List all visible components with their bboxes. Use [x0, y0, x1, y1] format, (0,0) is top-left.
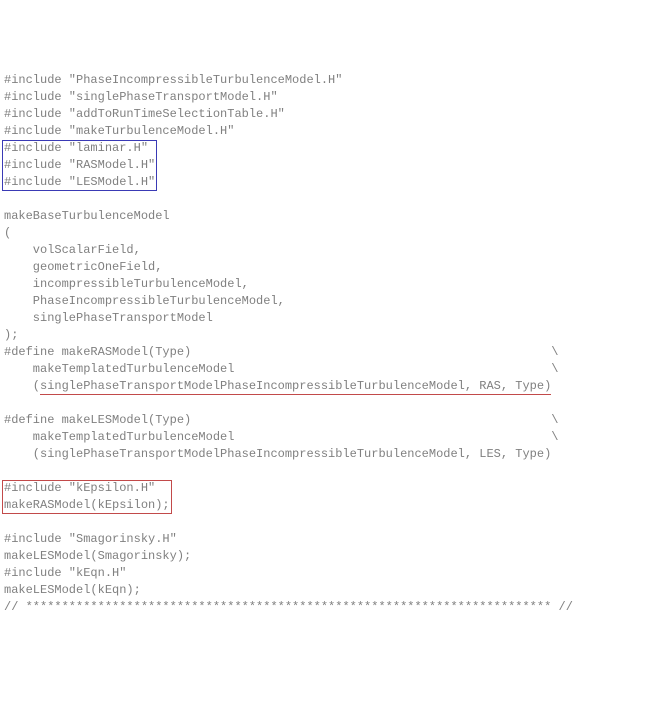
- code-line: #include "kEpsilon.H": [4, 480, 641, 497]
- code-line: #include "addToRunTimeSelectionTable.H": [4, 106, 641, 123]
- code-line: [4, 191, 641, 208]
- code-line: [4, 463, 641, 480]
- code-line: #include "kEqn.H": [4, 565, 641, 582]
- code-block: #include "PhaseIncompressibleTurbulenceM…: [4, 72, 641, 616]
- code-line: volScalarField,: [4, 242, 641, 259]
- code-line: makeLESModel(Smagorinsky);: [4, 548, 641, 565]
- code-line: singlePhaseTransportModel: [4, 310, 641, 327]
- code-line: (singlePhaseTransportModelPhaseIncompres…: [4, 378, 641, 395]
- code-line: makeLESModel(kEqn);: [4, 582, 641, 599]
- code-line: #include "RASModel.H": [4, 157, 641, 174]
- code-line: #include "PhaseIncompressibleTurbulenceM…: [4, 72, 641, 89]
- code-line: #include "Smagorinsky.H": [4, 531, 641, 548]
- code-line: makeTemplatedTurbulenceModel \: [4, 429, 641, 446]
- code-line: makeTemplatedTurbulenceModel \: [4, 361, 641, 378]
- code-line: #include "singlePhaseTransportModel.H": [4, 89, 641, 106]
- code-line: (: [4, 225, 641, 242]
- code-line: [4, 514, 641, 531]
- code-line: makeBaseTurbulenceModel: [4, 208, 641, 225]
- code-line: #include "laminar.H": [4, 140, 641, 157]
- code-line: [4, 395, 641, 412]
- code-line: #define makeRASModel(Type) \: [4, 344, 641, 361]
- code-line: // *************************************…: [4, 599, 641, 616]
- code-line: (singlePhaseTransportModelPhaseIncompres…: [4, 446, 641, 463]
- code-line: #include "makeTurbulenceModel.H": [4, 123, 641, 140]
- code-line: PhaseIncompressibleTurbulenceModel,: [4, 293, 641, 310]
- code-line: );: [4, 327, 641, 344]
- code-line: makeRASModel(kEpsilon);: [4, 497, 641, 514]
- code-line: #define makeLESModel(Type) \: [4, 412, 641, 429]
- code-line: incompressibleTurbulenceModel,: [4, 276, 641, 293]
- code-line: #include "LESModel.H": [4, 174, 641, 191]
- code-line: geometricOneField,: [4, 259, 641, 276]
